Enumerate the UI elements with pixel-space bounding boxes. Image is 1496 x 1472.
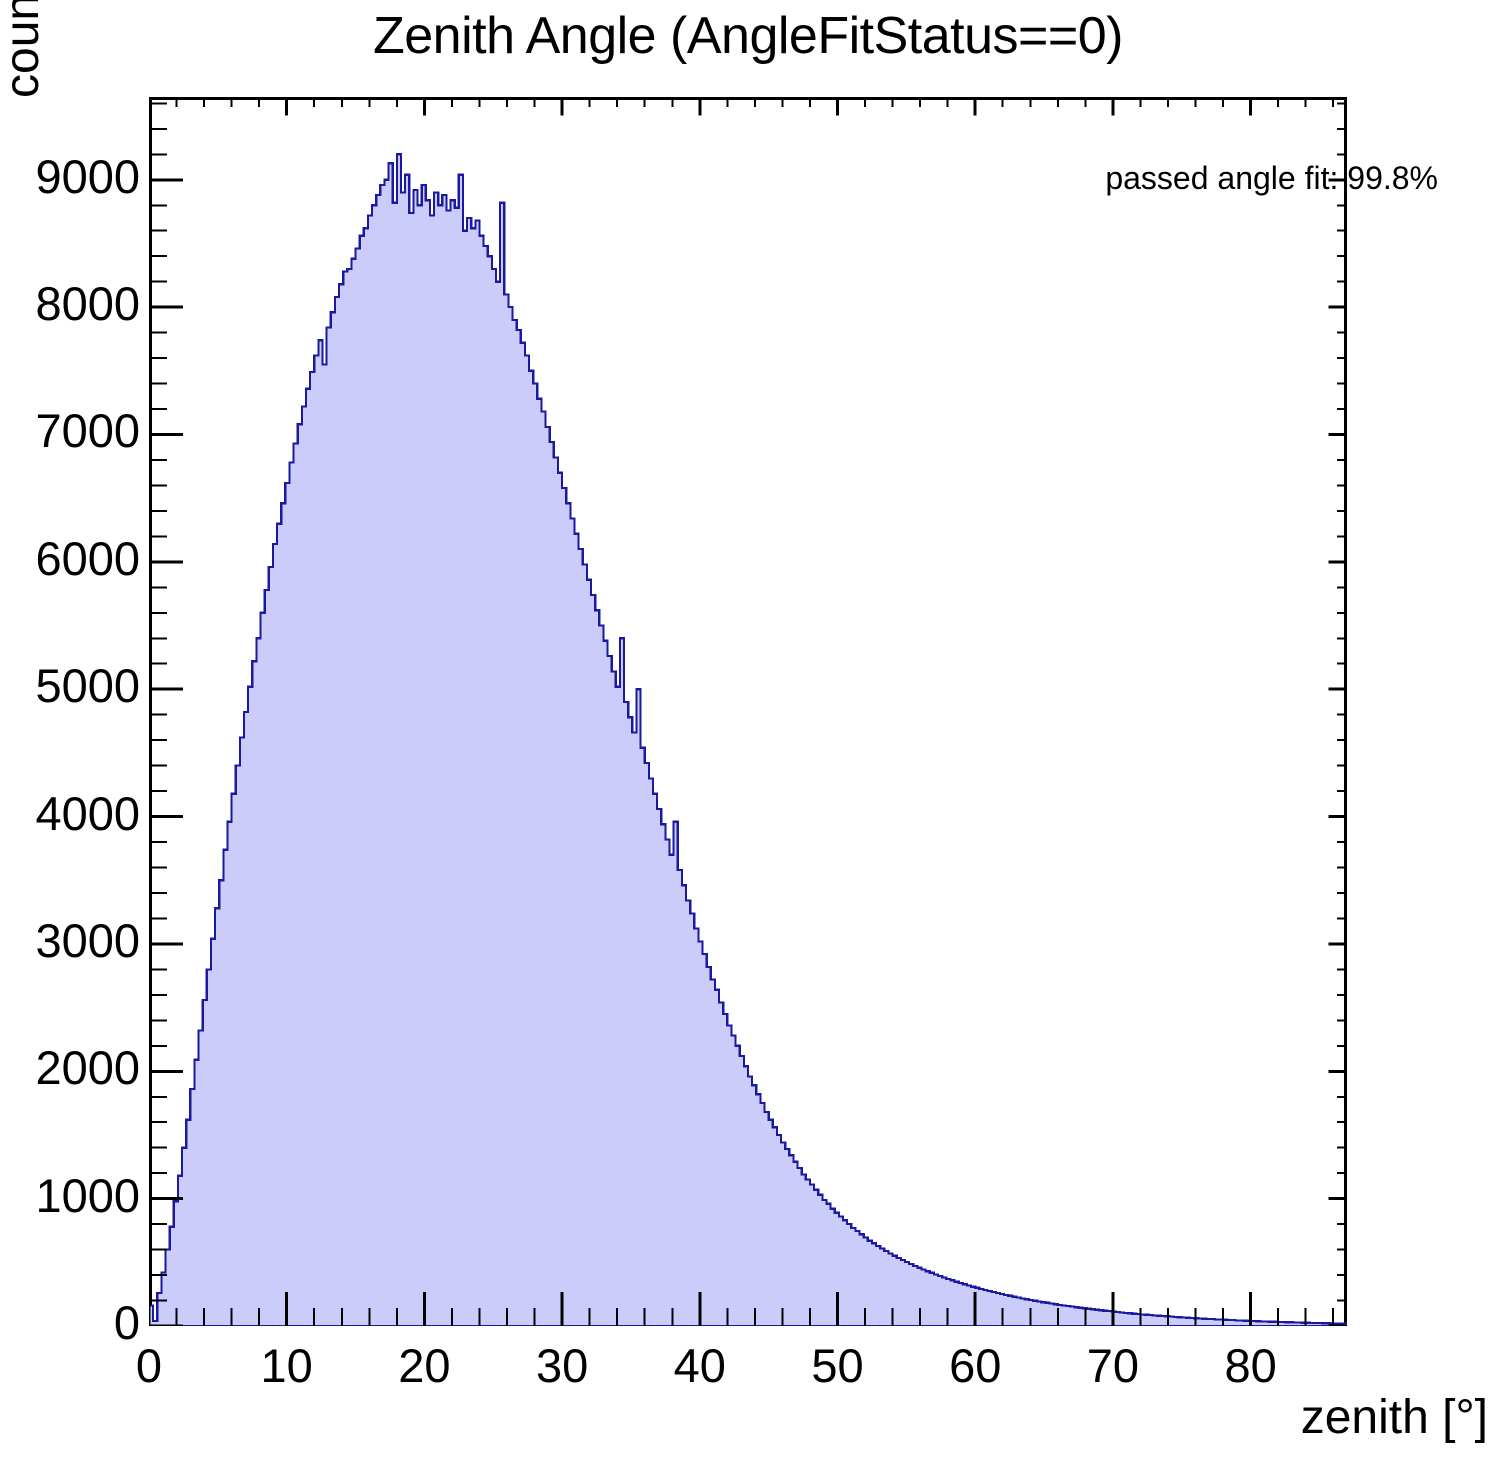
- x-axis-tick-label: 10: [260, 1339, 313, 1392]
- page-title: Zenith Angle (AngleFitStatus==0): [372, 7, 1124, 65]
- y-axis-tick-label: 3000: [35, 913, 140, 967]
- x-axis-tick-label: 20: [398, 1339, 451, 1392]
- y-axis-tick-label: 0: [113, 1296, 140, 1349]
- y-axis-tick-label: 5000: [35, 659, 140, 713]
- x-axis-tick-label: 70: [1086, 1339, 1140, 1392]
- pass-rate-annotation: passed angle fit: 99.8%: [1105, 160, 1438, 196]
- x-axis-tick-label: 0: [135, 1339, 163, 1392]
- y-axis-tick-label: 4000: [35, 786, 140, 840]
- histogram-series: [149, 153, 1347, 1326]
- y-axis-tick-label: 9000: [35, 149, 140, 203]
- y-axis-tick-label: 7000: [35, 404, 140, 458]
- y-axis-title: count: [0, 0, 49, 98]
- x-axis-title: zenith [°]: [1300, 1391, 1488, 1444]
- histogram-bars: [149, 153, 1347, 1326]
- y-axis-tick-label: 8000: [35, 277, 140, 331]
- x-axis-tick-label: 30: [535, 1339, 589, 1392]
- axis-ticks: [149, 97, 1347, 1326]
- y-axis-tick-label: 1000: [35, 1168, 140, 1222]
- y-axis-tick-labels: 0 1000 2000 3000 4000 5000 6000 7000 8000 9000: [0, 0, 140, 1472]
- x-axis-tick-label: 50: [811, 1339, 864, 1392]
- y-axis-tick-label: 6000: [35, 531, 140, 585]
- x-axis-tick-label: 80: [1224, 1339, 1277, 1392]
- x-axis-tick-label: 40: [673, 1339, 726, 1392]
- y-axis-tick-label: 2000: [35, 1041, 140, 1095]
- histogram-plot: [149, 97, 1347, 1326]
- x-axis-tick-label: 60: [949, 1339, 1002, 1392]
- x-axis-tick-labels: 0 10 20 30 40 50 60 70 80: [0, 1338, 1496, 1398]
